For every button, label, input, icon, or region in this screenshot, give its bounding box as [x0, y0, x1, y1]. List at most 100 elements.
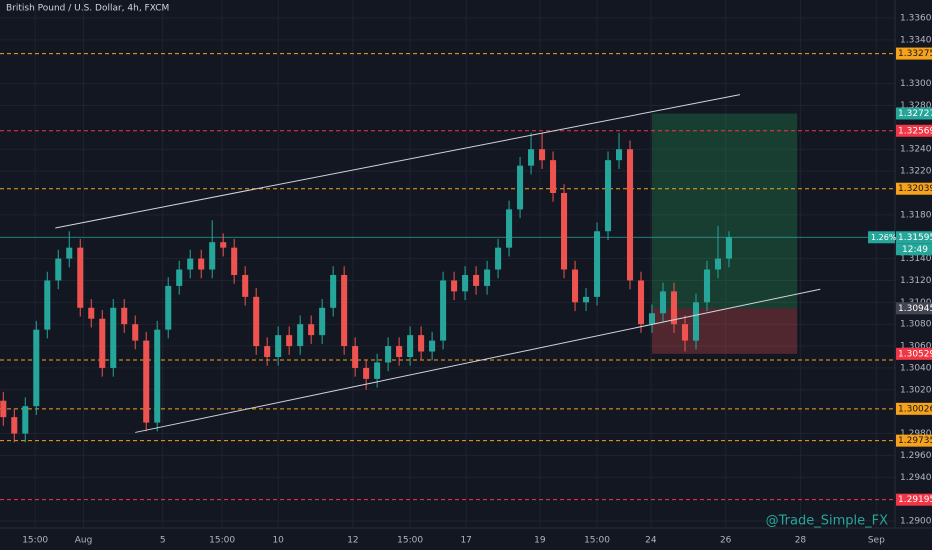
candle-body	[187, 258, 194, 270]
change-label: 1.26%	[871, 233, 897, 242]
price-tag-label: 1.30529	[898, 349, 932, 359]
candle-body	[176, 269, 183, 286]
candle-body	[0, 400, 7, 418]
y-tick-label: 1.29600	[900, 451, 932, 461]
candle-body	[66, 247, 73, 259]
candle-body	[88, 307, 95, 319]
candle-body	[561, 192, 568, 270]
candle-body	[77, 247, 84, 308]
candle-body	[440, 280, 447, 341]
candle-body	[242, 274, 249, 297]
candle-body	[484, 269, 491, 286]
x-tick-label: Aug	[75, 536, 93, 546]
candle-body	[703, 269, 711, 303]
candle-body	[615, 149, 623, 161]
price-tag-label: 1.31595	[898, 233, 932, 243]
price-tag	[896, 47, 932, 60]
x-tick-label: 17	[460, 536, 471, 546]
x-tick-label: Sep	[868, 536, 885, 546]
watermark: @Trade_Simple_FX	[766, 514, 888, 529]
candle-body	[659, 291, 667, 314]
price-tag	[896, 434, 932, 447]
y-tick-label: 1.32200	[900, 167, 932, 177]
candle-body	[55, 258, 62, 281]
change-tag	[868, 231, 895, 244]
y-tick-label: 1.33400	[900, 35, 932, 45]
candle-body	[539, 149, 546, 161]
x-tick-label: 26	[720, 536, 732, 546]
candle-body	[583, 296, 590, 303]
candle-body	[648, 313, 656, 325]
price-tag	[896, 347, 932, 360]
candle-body	[550, 160, 557, 193]
y-tick-label: 1.31800	[900, 210, 932, 220]
y-tick-label: 1.29400	[900, 473, 932, 483]
candle-body	[44, 280, 51, 330]
candle-body	[143, 340, 150, 423]
candle-body	[22, 406, 29, 434]
candle-body	[594, 231, 601, 297]
y-tick-label: 1.32800	[900, 101, 932, 111]
candle-body	[209, 242, 216, 270]
y-tick-label: 1.29000	[900, 517, 932, 527]
price-tag	[896, 493, 932, 506]
candle-body	[451, 280, 458, 292]
candle-body	[33, 329, 40, 407]
y-tick-label: 1.29800	[900, 429, 932, 439]
x-tick-label: 19	[534, 536, 546, 546]
candle-body	[297, 324, 304, 347]
price-tag	[896, 124, 932, 137]
price-tag-label: 1.33275	[898, 49, 932, 59]
y-tick-label: 1.30200	[900, 385, 932, 395]
price-tag-label: 1.32569	[898, 126, 932, 136]
candle-body	[725, 237, 732, 259]
x-tick-label: 12	[347, 536, 358, 546]
price-axis	[895, 0, 932, 550]
candle-body	[330, 274, 337, 308]
candle-body	[385, 346, 392, 363]
y-tick-label: 1.31400	[900, 254, 932, 264]
x-tick-label: 5	[160, 536, 166, 546]
y-tick-label: 1.31200	[900, 276, 932, 286]
candle-body	[605, 160, 612, 232]
candle-body	[99, 318, 106, 368]
axis-labels: 1.33600 1.33400 1.33000 1.32800 1.32400 1.322…	[22, 14, 932, 546]
candle-body	[681, 324, 689, 341]
candle-body	[121, 307, 128, 325]
candle-body	[692, 302, 700, 341]
candle-body	[308, 324, 315, 336]
candle-body	[418, 335, 425, 352]
candle-body	[517, 165, 524, 210]
candle-body	[220, 242, 227, 248]
candle-body	[429, 340, 436, 352]
candle-body	[319, 307, 326, 336]
trendline	[135, 288, 821, 433]
candle-body	[626, 149, 634, 281]
candle-body	[275, 335, 282, 357]
candle-body	[363, 367, 370, 379]
candle-body	[670, 291, 678, 325]
candle-body	[231, 247, 238, 275]
candle-body	[253, 296, 260, 347]
drawings	[55, 94, 821, 433]
x-tick-label: 24	[645, 536, 657, 546]
price-tag-label: 1.32727	[898, 109, 932, 119]
candle-body	[462, 274, 469, 292]
y-tick-label: 1.30600	[900, 342, 932, 352]
candle-body	[165, 285, 172, 330]
countdown: 12:49	[902, 245, 928, 255]
price-tag-label: 1.30945	[898, 304, 932, 314]
candle-body	[495, 247, 502, 270]
chart-title: British Pound / U.S. Dollar, 4h, FXCM	[6, 4, 169, 14]
candles	[0, 132, 732, 443]
candle-body	[637, 280, 645, 325]
y-tick-label: 1.30800	[900, 320, 932, 330]
y-tick-label: 1.30400	[900, 363, 932, 373]
candle-body	[11, 417, 18, 434]
x-tick-label: 10	[272, 536, 284, 546]
candle-body	[572, 269, 579, 303]
price-tag-label: 1.30026	[898, 404, 932, 414]
price-tag-label: 1.32039	[898, 184, 932, 194]
